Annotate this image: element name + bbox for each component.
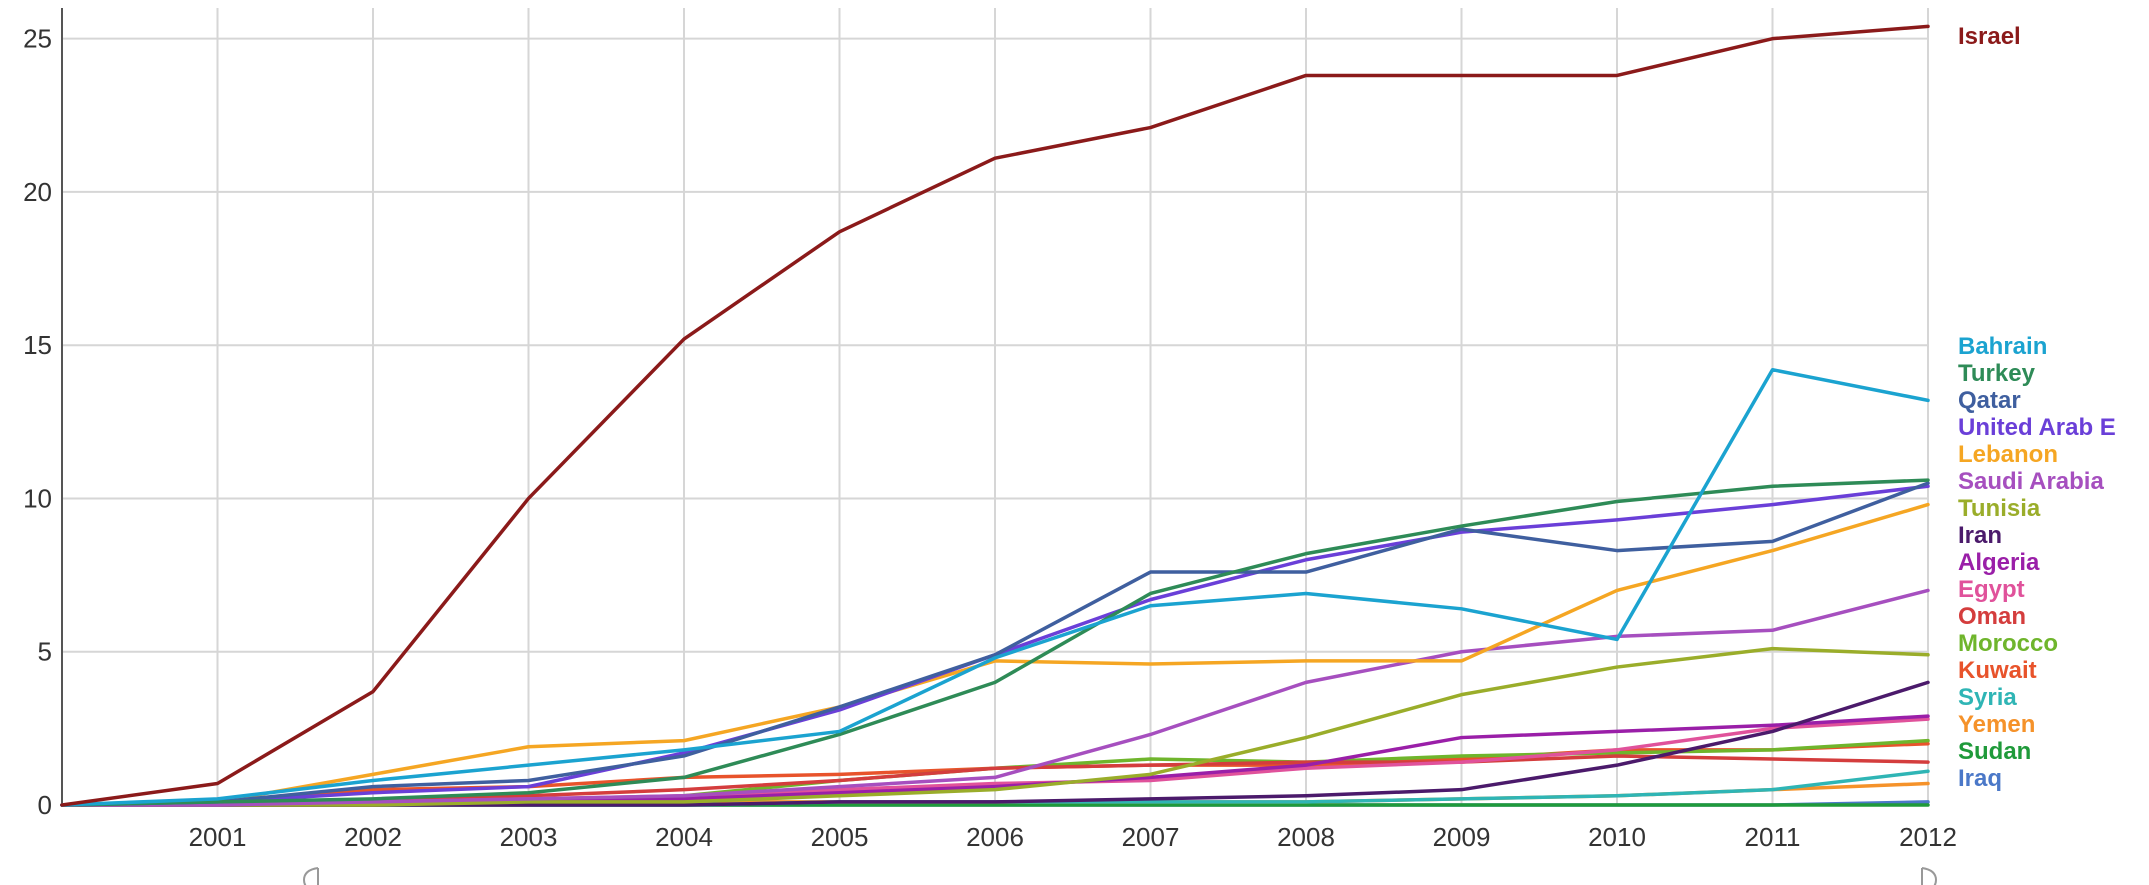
x-tick-label: 2009: [1433, 822, 1491, 852]
y-tick-label: 25: [23, 24, 52, 54]
y-tick-label: 10: [23, 483, 52, 513]
x-tick-label: 2002: [344, 822, 402, 852]
legend-label-tunisia: Tunisia: [1958, 495, 2041, 522]
y-tick-label: 0: [38, 790, 52, 820]
legend-label-sudan: Sudan: [1958, 738, 2031, 765]
legend-label-israel: Israel: [1958, 23, 2021, 50]
legend-label-algeria: Algeria: [1958, 549, 2040, 576]
series-line-bahrain[interactable]: [60, 367, 1930, 807]
series-line-tunisia[interactable]: [60, 646, 1930, 807]
y-tick-label: 5: [38, 637, 52, 667]
x-tick-label: 2007: [1122, 822, 1180, 852]
series-line-israel[interactable]: [60, 24, 1930, 807]
legend-label-yemen: Yemen: [1958, 711, 2035, 738]
legend-label-iran: Iran: [1958, 522, 2002, 549]
y-tick-label: 20: [23, 177, 52, 207]
range-handles: [302, 867, 1938, 885]
x-tick-label: 2012: [1899, 822, 1957, 852]
legend-label-saudi-arabia: Saudi Arabia: [1958, 468, 2104, 495]
series-line-lebanon[interactable]: [60, 502, 1930, 807]
range-handle-right[interactable]: [1921, 867, 1938, 885]
legend-label-lebanon: Lebanon: [1958, 441, 2058, 468]
x-tick-label: 2006: [966, 822, 1024, 852]
range-handle-left[interactable]: [302, 867, 319, 885]
x-tick-label: 2005: [811, 822, 869, 852]
x-tick-label: 2011: [1745, 822, 1801, 852]
x-tick-label: 2008: [1277, 822, 1335, 852]
legend-label-bahrain: Bahrain: [1958, 333, 2047, 360]
series-line-turkey[interactable]: [60, 478, 1930, 807]
legend-label-egypt: Egypt: [1958, 576, 2025, 603]
legend-label-united-arab-e: United Arab E: [1958, 414, 2116, 441]
x-tick-label: 2010: [1588, 822, 1646, 852]
legend-label-kuwait: Kuwait: [1958, 657, 2037, 684]
legend-label-qatar: Qatar: [1958, 387, 2021, 414]
y-tick-label: 15: [23, 330, 52, 360]
legend-label-morocco: Morocco: [1958, 630, 2058, 657]
x-tick-label: 2004: [655, 822, 713, 852]
x-tick-label: 2003: [500, 822, 558, 852]
series-line-qatar[interactable]: [60, 481, 1930, 807]
legend-label-turkey: Turkey: [1958, 360, 2036, 387]
series-lines: [60, 24, 1930, 807]
grid: [62, 8, 1929, 806]
legend-label-syria: Syria: [1958, 684, 2017, 711]
x-tick-label: 2001: [189, 822, 247, 852]
legend-label-iraq: Iraq: [1958, 765, 2002, 792]
legend-label-oman: Oman: [1958, 603, 2026, 630]
